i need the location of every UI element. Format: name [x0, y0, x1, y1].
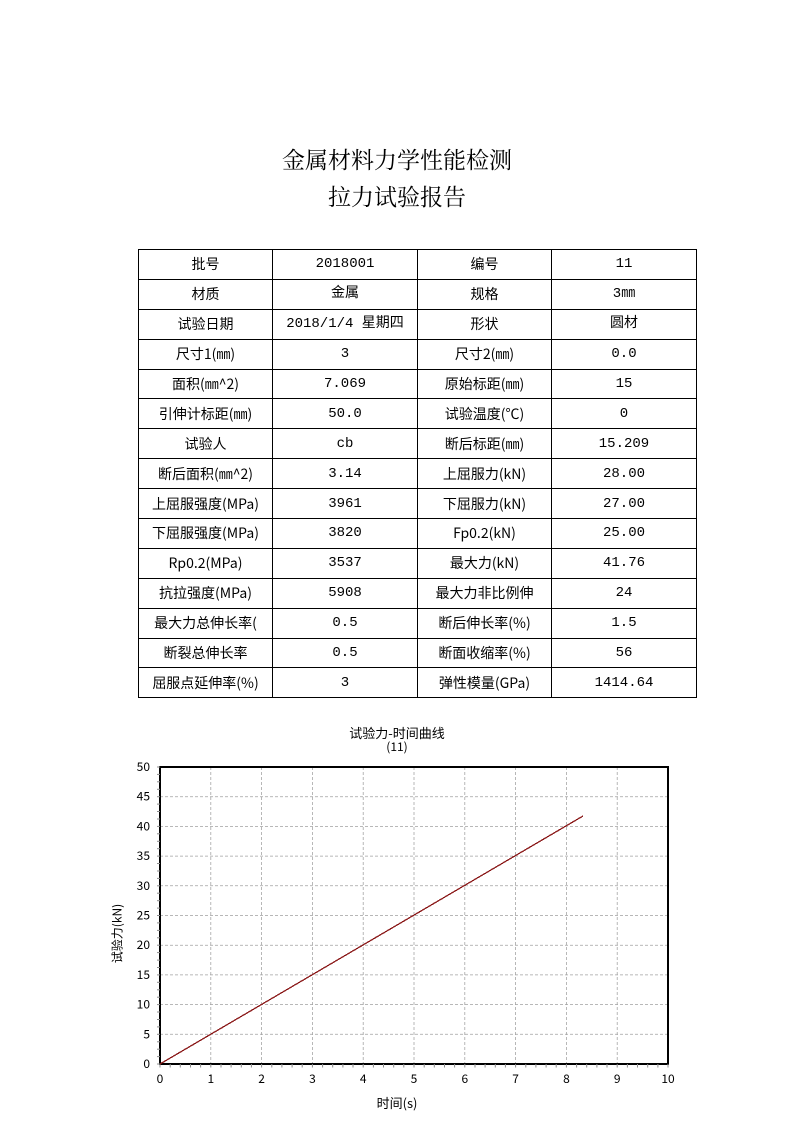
svg-text:20: 20	[137, 936, 151, 953]
svg-text:50: 50	[137, 758, 151, 775]
svg-text:1: 1	[207, 1070, 214, 1087]
svg-text:10: 10	[661, 1070, 675, 1087]
svg-text:6: 6	[461, 1070, 468, 1087]
svg-text:9: 9	[614, 1070, 621, 1087]
svg-text:10: 10	[137, 996, 151, 1013]
svg-text:30: 30	[137, 877, 151, 894]
svg-text:7: 7	[512, 1070, 519, 1087]
svg-text:40: 40	[137, 817, 151, 834]
svg-text:5: 5	[411, 1070, 418, 1087]
svg-text:45: 45	[137, 788, 151, 805]
svg-text:25: 25	[137, 907, 151, 924]
svg-text:0: 0	[143, 1055, 150, 1072]
svg-text:8: 8	[563, 1070, 570, 1087]
svg-text:35: 35	[137, 847, 151, 864]
svg-text:5: 5	[143, 1025, 150, 1042]
svg-text:0: 0	[157, 1070, 164, 1087]
svg-text:15: 15	[137, 966, 151, 983]
svg-text:2: 2	[258, 1070, 265, 1087]
svg-text:3: 3	[309, 1070, 316, 1087]
svg-text:4: 4	[360, 1070, 367, 1087]
